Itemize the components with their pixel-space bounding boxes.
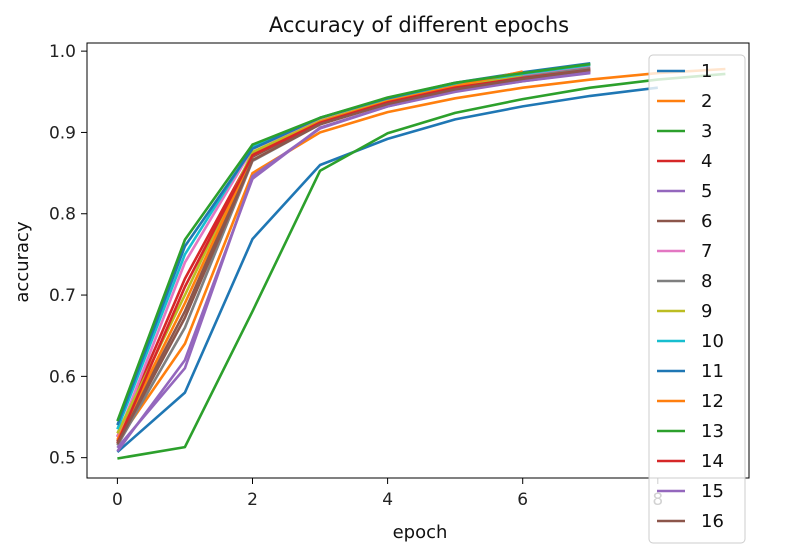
x-tick-label: 0 bbox=[112, 490, 123, 510]
series-line-3 bbox=[117, 72, 726, 460]
y-tick-label: 1.0 bbox=[49, 42, 76, 62]
chart-title: Accuracy of different epochs bbox=[269, 13, 569, 37]
legend-box bbox=[648, 54, 746, 544]
y-tick-label: 0.5 bbox=[49, 449, 76, 469]
y-tick-label: 0.8 bbox=[49, 205, 76, 225]
legend-label-11: 11 bbox=[701, 361, 724, 382]
legend-label-14: 14 bbox=[701, 451, 724, 472]
legend-label-6: 6 bbox=[701, 211, 712, 232]
series-line-13 bbox=[116, 62, 591, 422]
plot-lines bbox=[116, 62, 726, 460]
legend-label-10: 10 bbox=[701, 331, 724, 352]
legend-label-12: 12 bbox=[701, 391, 724, 412]
legend-label-3: 3 bbox=[701, 121, 712, 142]
series-line-1 bbox=[116, 86, 658, 453]
y-axis-label: accuracy bbox=[12, 221, 33, 303]
series-line-2 bbox=[116, 67, 726, 443]
x-tick-label: 6 bbox=[517, 490, 528, 510]
x-tick-label: 4 bbox=[382, 490, 393, 510]
series-line-15 bbox=[116, 71, 591, 449]
legend-label-9: 9 bbox=[701, 301, 712, 322]
legend-label-2: 2 bbox=[701, 91, 712, 112]
legend-label-8: 8 bbox=[701, 271, 712, 292]
legend-label-13: 13 bbox=[701, 421, 724, 442]
legend-label-7: 7 bbox=[701, 241, 712, 262]
legend-label-15: 15 bbox=[701, 481, 724, 502]
x-axis-label: epoch bbox=[393, 522, 448, 543]
y-tick-label: 0.6 bbox=[49, 367, 76, 387]
y-tick-label: 0.9 bbox=[49, 123, 76, 143]
x-tick-label: 2 bbox=[247, 490, 258, 510]
legend-label-16: 16 bbox=[701, 511, 724, 532]
legend-label-1: 1 bbox=[701, 61, 712, 82]
legend-label-4: 4 bbox=[701, 151, 712, 172]
legend-label-5: 5 bbox=[701, 181, 712, 202]
y-tick-label: 0.7 bbox=[49, 286, 76, 306]
series-line-16 bbox=[116, 68, 591, 445]
plot-frame bbox=[86, 42, 750, 479]
y-axis: 0.5 0.6 0.7 0.8 0.9 1.0 bbox=[49, 42, 87, 469]
